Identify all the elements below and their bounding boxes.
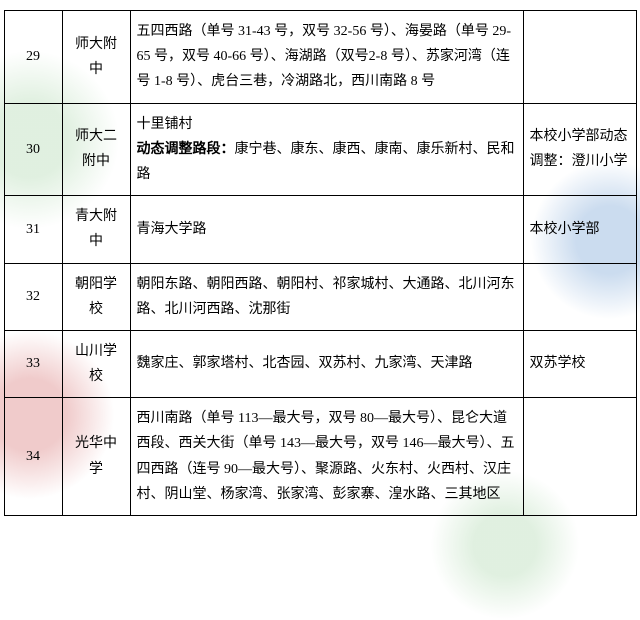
dynamic-adjust-label: 动态调整路段： bbox=[137, 142, 235, 157]
table-row: 33 山川学校 魏家庄、郭家塔村、北杏园、双苏村、九家湾、天津路 双苏学校 bbox=[4, 330, 636, 397]
school-name: 朝阳学校 bbox=[62, 263, 130, 330]
row-number: 29 bbox=[4, 11, 62, 104]
table-row: 31 青大附中 青海大学路 本校小学部 bbox=[4, 196, 636, 263]
school-name: 师大附中 bbox=[62, 11, 130, 104]
row-number: 30 bbox=[4, 103, 62, 196]
address-cell: 朝阳东路、朝阳西路、朝阳村、祁家城村、大通路、北川河东路、北川河西路、沈那街 bbox=[130, 263, 523, 330]
row-number: 34 bbox=[4, 398, 62, 516]
table-row: 30 师大二附中 十里铺村动态调整路段：康宁巷、康东、康西、康南、康乐新村、民和… bbox=[4, 103, 636, 196]
table-row: 32 朝阳学校 朝阳东路、朝阳西路、朝阳村、祁家城村、大通路、北川河东路、北川河… bbox=[4, 263, 636, 330]
note-cell bbox=[523, 11, 636, 104]
address-cell: 青海大学路 bbox=[130, 196, 523, 263]
row-number: 33 bbox=[4, 330, 62, 397]
note-cell: 本校小学部动态调整：澄川小学 bbox=[523, 103, 636, 196]
school-zone-table: 29 师大附中 五四西路（单号 31-43 号，双号 32-56 号）、海晏路（… bbox=[4, 10, 637, 516]
school-name: 光华中学 bbox=[62, 398, 130, 516]
address-cell: 魏家庄、郭家塔村、北杏园、双苏村、九家湾、天津路 bbox=[130, 330, 523, 397]
school-name: 山川学校 bbox=[62, 330, 130, 397]
address-cell: 十里铺村动态调整路段：康宁巷、康东、康西、康南、康乐新村、民和路 bbox=[130, 103, 523, 196]
address-plain: 十里铺村 bbox=[137, 117, 193, 132]
note-cell bbox=[523, 263, 636, 330]
note-cell bbox=[523, 398, 636, 516]
note-cell: 本校小学部 bbox=[523, 196, 636, 263]
address-cell: 五四西路（单号 31-43 号，双号 32-56 号）、海晏路（单号 29-65… bbox=[130, 11, 523, 104]
school-name: 师大二附中 bbox=[62, 103, 130, 196]
note-cell: 双苏学校 bbox=[523, 330, 636, 397]
address-cell: 西川南路（单号 113—最大号，双号 80—最大号）、昆仑大道西段、西关大街（单… bbox=[130, 398, 523, 516]
table-row: 29 师大附中 五四西路（单号 31-43 号，双号 32-56 号）、海晏路（… bbox=[4, 11, 636, 104]
row-number: 31 bbox=[4, 196, 62, 263]
table-row: 34 光华中学 西川南路（单号 113—最大号，双号 80—最大号）、昆仑大道西… bbox=[4, 398, 636, 516]
school-name: 青大附中 bbox=[62, 196, 130, 263]
row-number: 32 bbox=[4, 263, 62, 330]
